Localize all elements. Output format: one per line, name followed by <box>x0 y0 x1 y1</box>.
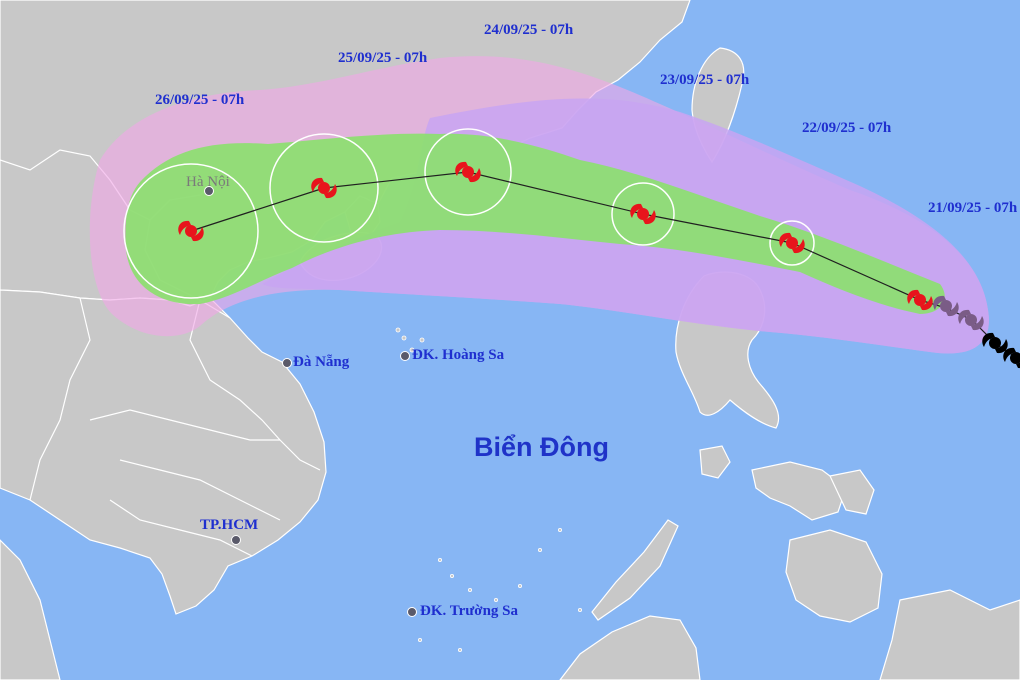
tphcm-marker <box>231 535 241 545</box>
land-visayas <box>751 461 847 521</box>
truong-sa-marker <box>407 607 417 617</box>
forecast-time-25: 25/09/25 - 07h <box>338 50 428 66</box>
forecast-time-21: 21/09/25 - 07h <box>928 200 1018 216</box>
land-samar <box>829 469 875 515</box>
hoang-sa-label: ĐK. Hoàng Sa <box>412 347 505 363</box>
forecast-time-26: 26/09/25 - 07h <box>155 92 245 108</box>
forecast-time-23: 23/09/25 - 07h <box>660 72 750 88</box>
sea-name-label: Biển Đông <box>474 432 609 462</box>
forecast-time-22: 22/09/25 - 07h <box>802 120 892 136</box>
da-nang-label: Đà Nẵng <box>293 354 350 370</box>
ha-noi-marker <box>204 186 214 196</box>
forecast-time-24: 24/09/25 - 07h <box>484 22 574 38</box>
forecast-radius-circles <box>123 128 815 299</box>
land-borneo <box>559 615 701 680</box>
tphcm-label: TP.HCM <box>200 517 259 533</box>
land-palawan <box>591 519 679 621</box>
hoang-sa-marker <box>400 351 410 361</box>
spratly-islands <box>417 528 583 653</box>
ha-noi-label: Hà Nội <box>186 174 230 190</box>
forecast-cone <box>125 133 945 314</box>
land-mindoro <box>699 445 731 479</box>
storm-track-line <box>190 171 1020 361</box>
da-nang-marker <box>282 358 292 368</box>
land-mindanao <box>785 529 883 623</box>
land-southwest <box>0 539 61 680</box>
truong-sa-label: ĐK. Trường Sa <box>420 603 519 619</box>
land-southeast <box>879 589 1020 680</box>
paracel-islands <box>395 327 425 353</box>
